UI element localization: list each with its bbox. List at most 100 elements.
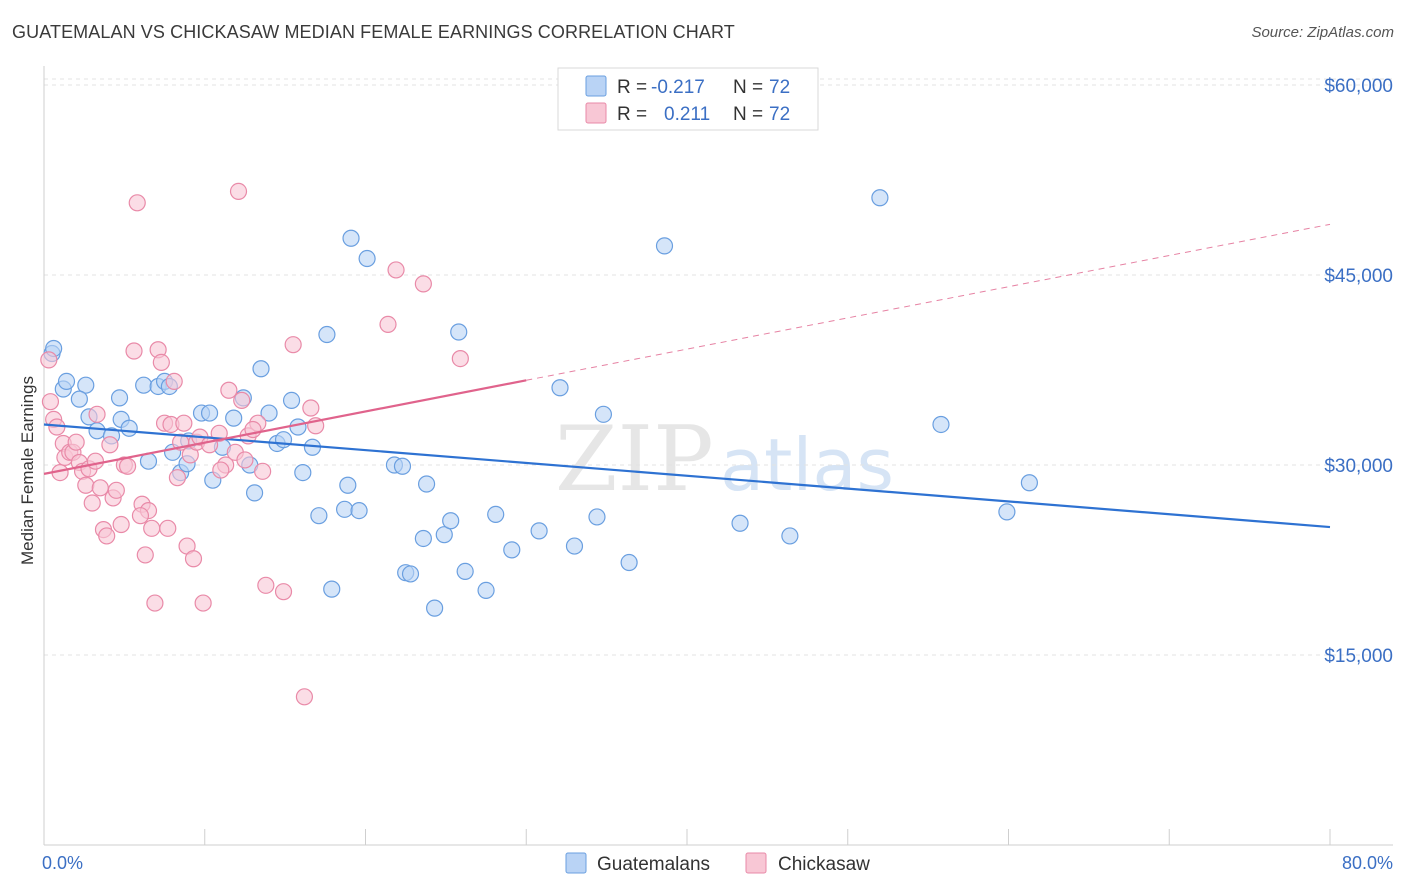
y-tick-labels: $15,000 $30,000 $45,000 $60,000 <box>1324 76 1393 667</box>
trend-line-guatemalans <box>43 423 1331 529</box>
point-guatemalans <box>655 237 674 255</box>
gridlines <box>44 78 1393 656</box>
point-guatemalans <box>781 527 799 545</box>
point-guatemalans <box>401 565 420 583</box>
legend-r-label: R = <box>617 77 647 98</box>
watermark: ZIP atlas <box>555 407 894 512</box>
point-chickasaw <box>184 550 203 568</box>
point-guatemalans <box>245 484 264 502</box>
bottom-legend: Guatemalans Chickasaw <box>565 852 870 875</box>
point-guatemalans <box>998 503 1016 521</box>
point-guatemalans <box>620 553 638 572</box>
legend-r-value-guatemalans: -0.217 <box>651 77 705 98</box>
point-chickasaw <box>136 546 154 564</box>
point-guatemalans <box>88 422 106 440</box>
point-guatemalans <box>120 419 138 437</box>
trend-lines <box>43 223 1331 529</box>
point-chickasaw <box>40 351 58 369</box>
point-chickasaw <box>112 515 130 534</box>
point-chickasaw <box>295 688 314 706</box>
point-chickasaw <box>414 275 432 293</box>
point-guatemalans <box>588 508 606 526</box>
point-chickasaw <box>229 182 248 200</box>
point-guatemalans <box>336 500 354 518</box>
point-guatemalans <box>1020 474 1038 492</box>
point-chickasaw <box>379 315 397 333</box>
legend-n-label: N = <box>733 77 763 98</box>
point-guatemalans <box>551 379 569 397</box>
y-tick-label: $45,000 <box>1324 266 1393 287</box>
point-guatemalans <box>503 541 521 559</box>
point-chickasaw <box>88 405 106 423</box>
bottom-legend-guatemalans: Guatemalans <box>597 854 710 875</box>
legend-n-label: N = <box>733 104 763 125</box>
point-guatemalans <box>456 562 474 581</box>
point-guatemalans <box>594 405 613 423</box>
point-chickasaw <box>98 527 116 545</box>
point-chickasaw <box>86 452 105 470</box>
point-guatemalans <box>200 404 219 422</box>
point-guatemalans <box>731 514 749 532</box>
legend-swatch-guatemalans <box>585 75 607 97</box>
point-guatemalans <box>414 529 432 548</box>
point-chickasaw <box>41 393 60 411</box>
legend: R = -0.217 N = 72 R = 0.211 N = 72 <box>557 67 819 131</box>
point-guatemalans <box>110 389 129 407</box>
point-chickasaw <box>159 519 177 537</box>
x-tick-label-min: 0.0% <box>42 853 83 873</box>
y-tick-label: $15,000 <box>1324 646 1393 667</box>
point-chickasaw <box>220 381 238 399</box>
point-chickasaw <box>302 399 320 417</box>
point-chickasaw <box>67 433 85 451</box>
point-chickasaw <box>101 436 119 454</box>
point-chickasaw <box>233 391 251 409</box>
point-guatemalans <box>342 229 360 247</box>
y-tick-label: $30,000 <box>1324 456 1393 477</box>
point-guatemalans <box>932 415 950 434</box>
trend-line-chickasaw-extension <box>526 223 1331 381</box>
point-guatemalans <box>318 325 336 344</box>
point-guatemalans <box>450 323 468 341</box>
point-guatemalans <box>435 526 453 544</box>
point-guatemalans <box>426 599 444 617</box>
legend-swatch-chickasaw <box>585 102 607 124</box>
trend-line-chickasaw <box>43 379 527 475</box>
point-guatemalans <box>294 464 312 482</box>
point-guatemalans <box>393 457 412 475</box>
point-guatemalans <box>323 580 341 598</box>
point-chickasaw <box>194 594 212 612</box>
point-chickasaw <box>254 462 272 480</box>
point-guatemalans <box>70 390 88 408</box>
x-tick-label-max: 80.0% <box>1342 853 1393 873</box>
point-guatemalans <box>135 376 153 394</box>
point-chickasaw <box>236 451 254 469</box>
point-chickasaw <box>131 507 150 525</box>
point-chickasaw <box>212 461 230 479</box>
point-guatemalans <box>358 249 376 268</box>
point-chickasaw <box>274 583 293 601</box>
point-guatemalans <box>274 431 293 449</box>
y-tick-label: $60,000 <box>1324 76 1393 97</box>
point-chickasaw <box>77 476 95 494</box>
source-label: Source: ZipAtlas.com <box>1251 24 1394 41</box>
legend-n-value-guatemalans: 72 <box>769 77 790 98</box>
point-chickasaw <box>107 481 125 499</box>
point-guatemalans <box>487 505 505 524</box>
point-chickasaw <box>257 576 275 594</box>
watermark-zip: ZIP <box>555 407 714 512</box>
point-guatemalans <box>871 189 889 207</box>
point-chickasaw <box>128 194 146 212</box>
point-guatemalans <box>417 475 436 493</box>
chart-title: GUATEMALAN VS CHICKASAW MEDIAN FEMALE EA… <box>12 22 735 42</box>
bottom-legend-swatch-chickasaw <box>745 852 767 874</box>
point-guatemalans <box>565 537 584 555</box>
legend-r-label: R = <box>617 104 647 125</box>
point-guatemalans <box>350 502 368 520</box>
x-ticks <box>43 829 1331 845</box>
legend-n-value-chickasaw: 72 <box>769 104 790 125</box>
bottom-legend-chickasaw: Chickasaw <box>778 854 870 875</box>
point-guatemalans <box>477 581 495 600</box>
point-chickasaw <box>125 342 143 360</box>
point-guatemalans <box>225 409 243 427</box>
